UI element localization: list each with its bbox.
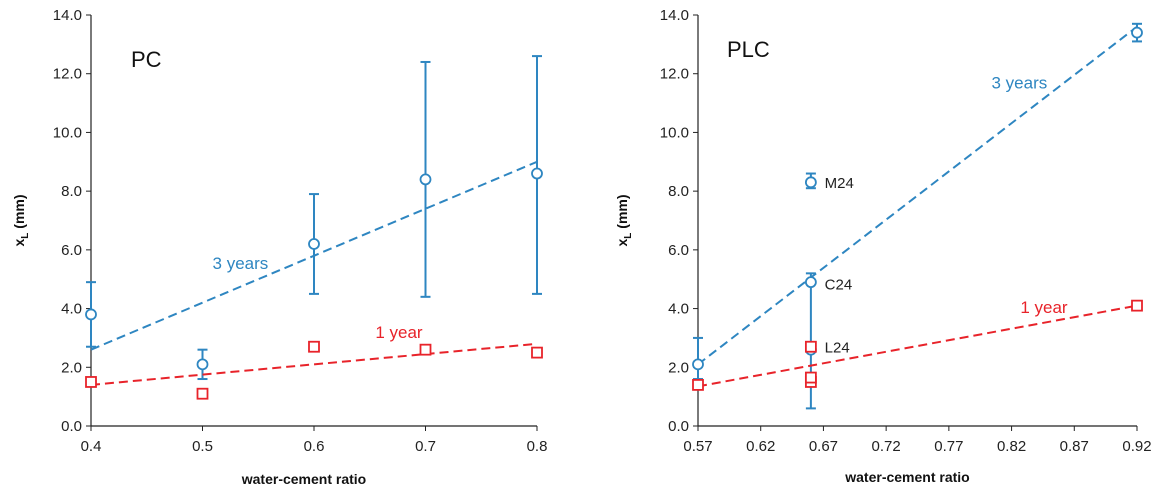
pc-3-years-point: [85, 308, 97, 321]
pc-1-year-point: [531, 346, 543, 359]
pc-1-year-point: [85, 376, 97, 388]
plc-chart-panel: 0.0 2.0 4.0 6.0 8.0 10.0 12.0 14.0 0.57 0.62 0.67 0…: [614, 7, 1152, 485]
pc-y-tick-label: 8.0: [61, 183, 82, 200]
pc-x-tick-label: 0.8: [527, 438, 548, 455]
plc-3-years-trend-line: [697, 25, 1138, 366]
pc-3-years-point: [419, 173, 432, 186]
plc-annotation-3-years: 3 years: [992, 73, 1048, 92]
plc-x-tick-label: 0.77: [934, 438, 963, 455]
pc-chart-title: PC: [131, 47, 162, 72]
pc-1-year-point: [419, 343, 432, 356]
plc-annotation-1-year: 1 year: [1020, 298, 1068, 317]
pc-3-years-point: [531, 167, 543, 180]
plc-y-tick-label: 8.0: [668, 183, 689, 200]
pc-1-year-point: [308, 340, 320, 353]
plc-x-axis-label: water-cement ratio: [844, 469, 969, 485]
pc-x-tick-label: 0.5: [192, 438, 213, 455]
pc-annotation-1-year: 1 year: [375, 323, 423, 342]
plc-label-c24: C24: [825, 276, 853, 293]
pc-3-years-point: [196, 358, 209, 371]
plc-y-tick-label: 4.0: [668, 301, 689, 318]
plc-y-axis-label: xL (mm): [614, 194, 634, 246]
plc-1-year-trend-line: [697, 304, 1138, 388]
pc-x-axis-label: water-cement ratio: [241, 471, 366, 487]
plc-x-tick-label: 0.62: [746, 438, 775, 455]
plc-x-tick-label: 0.87: [1060, 438, 1089, 455]
plc-x-tick-label: 0.92: [1122, 438, 1151, 455]
plc-y-tick-label: 0.0: [668, 418, 689, 435]
plc-1-year-point: [804, 371, 817, 384]
pc-3-years-point: [308, 238, 320, 250]
plc-y-tick-label: 6.0: [668, 242, 689, 259]
pc-chart-panel: 0.0 2.0 4.0 6.0 8.0 10.0 12.0 14.0 0.4 0.5 0.6 0.7 0…: [11, 7, 547, 487]
pc-x-tick-label: 0.4: [81, 438, 102, 455]
pc-y-tick-label: 0.0: [61, 418, 82, 435]
plc-3-years-point: [692, 358, 704, 371]
pc-x-tick-label: 0.6: [304, 438, 325, 455]
plc-x-tick-label: 0.82: [997, 438, 1026, 455]
pc-y-tick-label: 14.0: [53, 7, 82, 24]
plc-label-l24: L24: [825, 340, 850, 357]
pc-y-tick-label: 4.0: [61, 301, 82, 318]
pc-y-tick-label: 6.0: [61, 242, 82, 259]
plc-1-year-point: [692, 378, 704, 391]
plc-1-year-point: [1131, 299, 1143, 312]
plc-x-tick-label: 0.67: [809, 438, 838, 455]
pc-annotation-3-years: 3 years: [213, 254, 269, 273]
plc-y-tick-label: 2.0: [668, 359, 689, 376]
pc-1-year-point: [196, 387, 209, 400]
plc-x-tick-label: 0.57: [683, 438, 712, 455]
plc-3-years-point: [804, 276, 817, 289]
pc-y-tick-label: 10.0: [53, 124, 82, 141]
pc-y-axis-label: xL (mm): [11, 194, 31, 246]
plc-x-tick-label: 0.72: [872, 438, 901, 455]
plc-y-tick-label: 10.0: [660, 124, 689, 141]
plc-y-tick-label: 14.0: [660, 7, 689, 24]
plc-y-tick-label: 12.0: [660, 66, 689, 83]
plc-3-years-point: [804, 176, 817, 189]
plc-3-years-point: [1131, 26, 1143, 39]
pc-x-tick-label: 0.7: [415, 438, 436, 455]
plc-label-m24: M24: [825, 175, 854, 192]
plc-1-year-point: [804, 340, 817, 353]
plc-chart-title: PLC: [727, 37, 770, 62]
pc-1-year-trend-line: [90, 342, 538, 386]
pc-y-tick-label: 12.0: [53, 66, 82, 83]
pc-y-tick-label: 2.0: [61, 359, 82, 376]
